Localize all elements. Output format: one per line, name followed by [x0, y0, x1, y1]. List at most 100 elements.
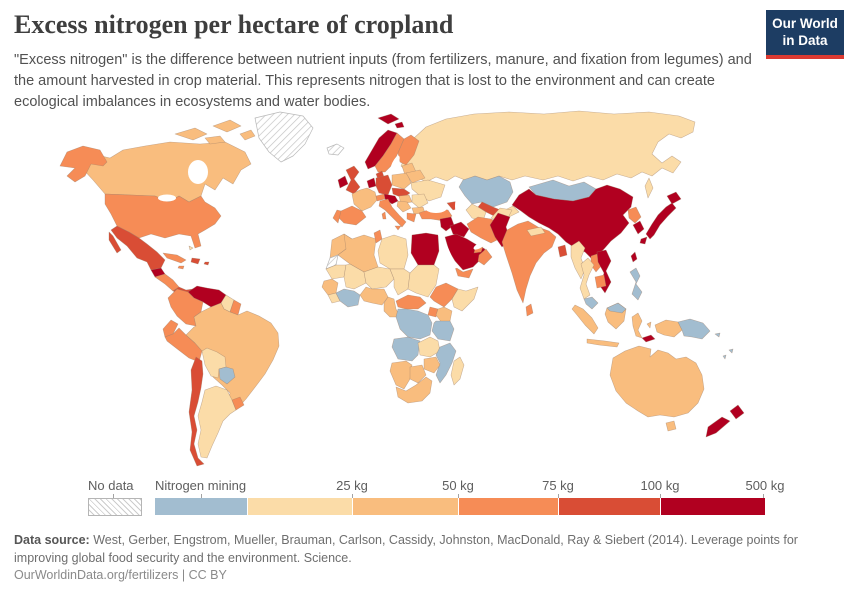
country-italy[interactable]	[378, 198, 407, 228]
country-iceland[interactable]	[326, 143, 345, 156]
country-myanmar[interactable]	[570, 240, 586, 280]
country-indonesia-papua[interactable]	[654, 319, 683, 338]
country-canada-arctic-island[interactable]	[239, 129, 256, 141]
country-north-korea[interactable]	[627, 206, 642, 224]
country-ireland[interactable]	[337, 175, 349, 189]
country-sakhalin[interactable]	[644, 177, 654, 199]
owid-url-link[interactable]: OurWorldinData.org/fertilizers | CC BY	[14, 568, 227, 582]
country-malaysia-borneo[interactable]	[606, 302, 627, 314]
country-papua-new-guinea[interactable]	[677, 318, 711, 340]
country-japan-kyushu[interactable]	[639, 236, 648, 245]
country-ecuador[interactable]	[162, 319, 179, 338]
country-ukraine[interactable]	[410, 179, 446, 202]
country-bahamas[interactable]	[188, 245, 194, 251]
country-mexico-baja[interactable]	[108, 231, 122, 254]
country-canada[interactable]	[79, 141, 252, 203]
country-angola[interactable]	[391, 336, 421, 362]
legend-segment-b2[interactable]	[352, 498, 458, 515]
country-sicily[interactable]	[394, 225, 402, 231]
country-thailand[interactable]	[579, 257, 595, 300]
country-south-korea[interactable]	[632, 220, 645, 235]
country-india[interactable]	[501, 220, 557, 304]
country-poland[interactable]	[391, 172, 412, 190]
country-libya[interactable]	[377, 234, 409, 270]
country-china[interactable]	[511, 184, 634, 260]
country-vanuatu[interactable]	[722, 354, 727, 360]
country-south-africa[interactable]	[395, 376, 433, 404]
country-netherlands-belgium[interactable]	[366, 177, 377, 189]
country-kazakhstan[interactable]	[458, 175, 514, 208]
country-switzerland[interactable]	[375, 193, 386, 202]
country-madagascar[interactable]	[450, 356, 465, 386]
legend-segment-b5[interactable]	[660, 498, 765, 515]
country-united-kingdom[interactable]	[345, 165, 361, 195]
country-sri-lanka[interactable]	[525, 303, 534, 317]
country-new-zealand-south[interactable]	[705, 416, 731, 438]
country-iraq[interactable]	[449, 221, 470, 238]
country-chad[interactable]	[389, 268, 411, 296]
country-honduras-nicaragua[interactable]	[154, 273, 180, 292]
country-sudan[interactable]	[407, 264, 440, 298]
country-indonesia-moluccas[interactable]	[646, 321, 652, 329]
owid-logo[interactable]: Our World in Data	[766, 10, 844, 59]
country-finland[interactable]	[397, 134, 420, 166]
country-mozambique[interactable]	[435, 342, 457, 384]
country-ethiopia[interactable]	[429, 282, 459, 308]
country-australia[interactable]	[609, 345, 705, 418]
country-namibia[interactable]	[389, 360, 413, 390]
country-niger[interactable]	[363, 266, 395, 290]
country-timor[interactable]	[641, 334, 656, 343]
country-new-zealand-north[interactable]	[729, 404, 745, 420]
country-egypt[interactable]	[410, 232, 440, 266]
legend-no-data-swatch[interactable]	[88, 498, 142, 516]
country-botswana[interactable]	[409, 364, 427, 384]
country-somalia[interactable]	[451, 286, 479, 312]
country-romania[interactable]	[411, 193, 429, 209]
country-uruguay[interactable]	[231, 396, 245, 411]
country-nigeria[interactable]	[359, 286, 389, 306]
legend-segment-b1[interactable]	[247, 498, 352, 515]
country-portugal[interactable]	[332, 209, 342, 224]
country-philippines[interactable]	[629, 267, 643, 301]
country-puerto-rico[interactable]	[203, 261, 210, 266]
country-japan-honshu[interactable]	[645, 202, 677, 240]
country-argentina[interactable]	[197, 385, 237, 459]
legend-segment-b4[interactable]	[558, 498, 660, 515]
country-central-african-republic[interactable]	[395, 294, 427, 310]
country-vietnam[interactable]	[596, 249, 612, 294]
country-solomon-islands[interactable]	[714, 332, 721, 338]
country-svalbard[interactable]	[394, 121, 405, 129]
country-yemen[interactable]	[454, 266, 474, 279]
country-mexico[interactable]	[110, 225, 166, 271]
country-zimbabwe[interactable]	[423, 356, 441, 374]
country-chile[interactable]	[188, 356, 205, 467]
legend-segment-mining[interactable]	[155, 498, 247, 515]
country-uganda[interactable]	[427, 306, 439, 318]
country-cuba[interactable]	[162, 252, 187, 264]
country-paraguay[interactable]	[218, 366, 236, 385]
country-svalbard[interactable]	[377, 113, 400, 125]
country-sardinia[interactable]	[381, 211, 387, 220]
country-cambodia[interactable]	[594, 274, 607, 289]
country-bangladesh[interactable]	[557, 244, 568, 258]
country-indonesia-sumatra[interactable]	[571, 304, 599, 335]
country-canada-arctic-island[interactable]	[174, 127, 208, 141]
country-alaska[interactable]	[59, 145, 108, 183]
country-fiji[interactable]	[728, 348, 734, 354]
country-greenland[interactable]	[254, 111, 314, 163]
country-taiwan[interactable]	[630, 251, 638, 263]
country-malaysia[interactable]	[583, 296, 599, 310]
country-germany[interactable]	[375, 174, 393, 196]
country-canada-arctic-island[interactable]	[204, 135, 226, 145]
country-jamaica[interactable]	[177, 265, 185, 270]
country-ghana-ivorycoast[interactable]	[335, 288, 361, 308]
country-belarus[interactable]	[405, 169, 426, 184]
country-balkans[interactable]	[396, 200, 412, 213]
country-dr-congo[interactable]	[395, 308, 433, 340]
country-tasmania[interactable]	[665, 420, 677, 432]
legend-segment-b3[interactable]	[458, 498, 558, 515]
country-hispaniola[interactable]	[190, 257, 201, 265]
country-tanzania[interactable]	[431, 320, 455, 342]
country-nepal[interactable]	[526, 226, 546, 237]
country-japan-hokkaido[interactable]	[666, 191, 682, 205]
